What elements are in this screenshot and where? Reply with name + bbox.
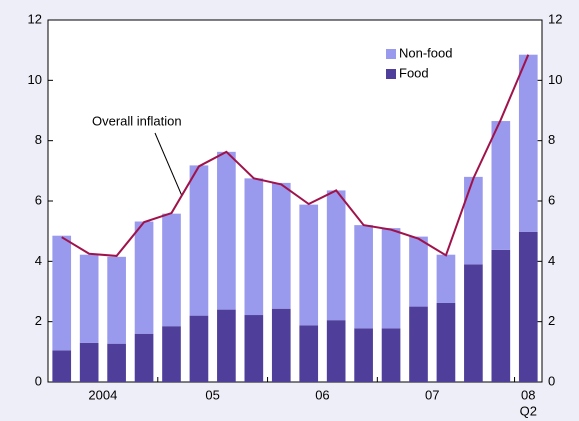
bar-segment <box>326 190 346 321</box>
y-tick-label: 4 <box>35 253 42 268</box>
x-tick-label: 07 <box>425 387 439 402</box>
bar-segment <box>52 350 72 382</box>
legend-swatch <box>386 49 396 59</box>
x-tick-label: 05 <box>205 387 219 402</box>
inflation-line <box>61 54 530 257</box>
y2-tick-label: 0 <box>548 373 555 388</box>
x-tick-label: 06 <box>315 387 329 402</box>
legend-label: Non-food <box>399 45 452 60</box>
y-tick-label: 10 <box>28 72 42 87</box>
bar-segment <box>107 256 126 344</box>
bar-segment <box>189 315 209 382</box>
bar-segment <box>134 221 154 334</box>
y-tick-label: 8 <box>35 132 42 147</box>
bar-segment <box>354 225 373 329</box>
bar-segment <box>134 333 154 382</box>
bar-segment <box>381 328 401 382</box>
bar-segment <box>518 231 538 382</box>
bar-segment <box>217 151 236 310</box>
bar-segment <box>354 328 373 382</box>
bar-segment <box>436 254 456 303</box>
bar-segment <box>409 236 428 307</box>
bar-segment <box>326 320 346 382</box>
y-tick-label: 12 <box>28 11 42 26</box>
bar-segment <box>162 326 181 382</box>
y2-tick-label: 4 <box>548 253 555 268</box>
y2-tick-label: 6 <box>548 192 555 207</box>
bar-segment <box>217 309 236 382</box>
bar-segment <box>491 121 511 250</box>
line-annotation: Overall inflation <box>92 113 182 128</box>
bar-segment <box>244 315 264 382</box>
bar-segment <box>189 165 209 316</box>
y2-tick-label: 12 <box>548 11 562 26</box>
bar-segment <box>464 176 483 265</box>
bar-segment <box>271 182 291 309</box>
bar-segment <box>518 54 538 232</box>
bar-segment <box>79 342 99 382</box>
annotation-leader <box>154 132 183 197</box>
bar-segment <box>436 302 456 382</box>
x-tick-label: 2004 <box>88 387 117 402</box>
bar-segment <box>381 228 401 329</box>
legend-swatch <box>386 69 396 79</box>
y2-tick-label: 2 <box>548 313 555 328</box>
x-tick-label: 08 <box>521 387 535 402</box>
y-tick-label: 6 <box>35 192 42 207</box>
bar-segment <box>271 308 291 382</box>
y2-tick-label: 8 <box>548 132 555 147</box>
bar-segment <box>79 254 99 343</box>
plot-area <box>47 19 543 383</box>
bar-segment <box>299 325 319 382</box>
x-sublabel: Q2 <box>520 403 537 418</box>
bar-segment <box>299 204 319 326</box>
bar-segment <box>491 249 511 382</box>
bar-segment <box>107 343 126 382</box>
bar-segment <box>464 264 483 382</box>
legend-label: Food <box>399 65 429 80</box>
bar-segment <box>52 235 72 351</box>
y2-tick-label: 10 <box>548 72 562 87</box>
y-tick-label: 2 <box>35 313 42 328</box>
bar-segment <box>409 306 428 382</box>
bar-segment <box>162 213 181 327</box>
y-tick-label: 0 <box>35 373 42 388</box>
bar-segment <box>244 178 264 316</box>
